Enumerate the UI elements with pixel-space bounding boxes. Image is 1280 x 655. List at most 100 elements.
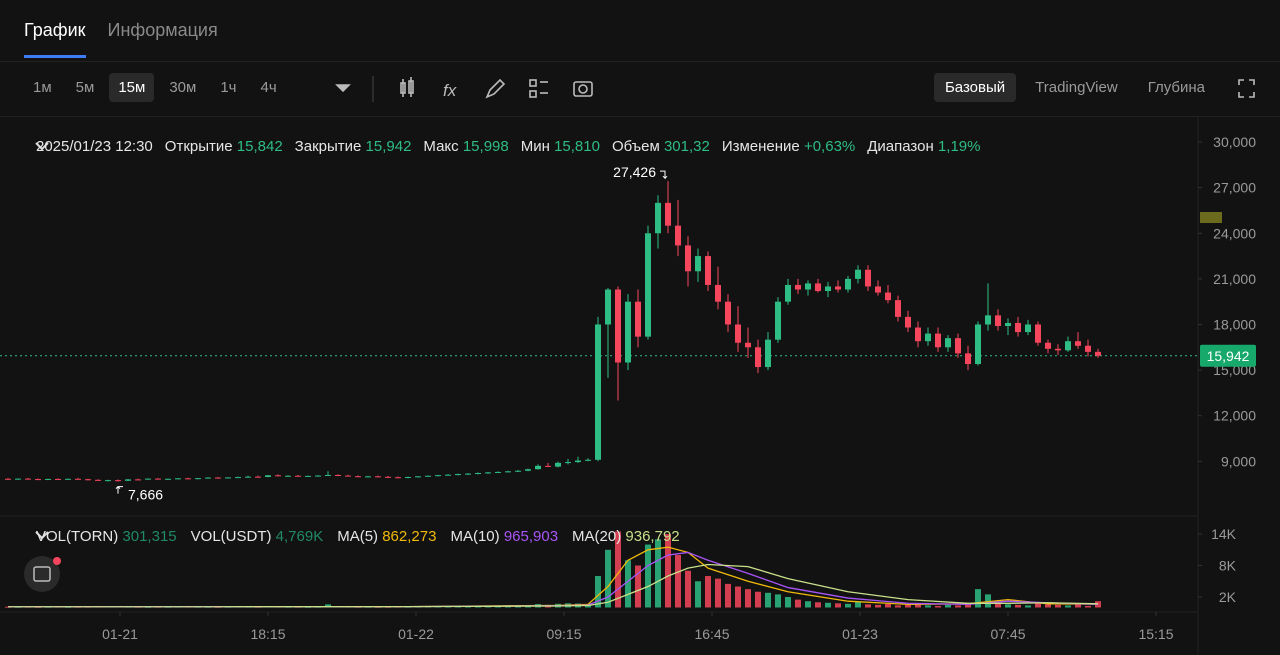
tab[interactable]: График [24,20,86,58]
candle-body [545,465,551,467]
tab-divider [0,61,1280,62]
x-tick-label: 16:45 [694,626,729,642]
candle-body [565,462,571,464]
candle-body [965,353,971,365]
volume-bar [1015,604,1021,608]
candle-body [235,477,241,479]
candle-body [395,477,401,479]
candle-body [585,459,591,461]
max-label: 27,426 [613,164,656,180]
candle-body [1015,322,1021,333]
candle-body [345,475,351,477]
indicator-icon[interactable]: fx [443,81,457,100]
volume-bar [715,578,721,608]
stat: Изменение +0,63% [722,138,855,155]
candle-body [1065,341,1071,351]
volume-bar [955,605,961,608]
view-button[interactable]: TradingView [1035,79,1118,96]
stat: Диапазон 1,19% [867,138,980,155]
candle-body [575,460,581,463]
volume-bar [755,591,761,608]
view-button[interactable]: Глубина [1147,79,1205,96]
volume-bar [745,589,751,608]
volume-bar [915,604,921,608]
y-tick-label: 30,000 [1213,134,1256,150]
candle-body [495,471,501,473]
candle-body [455,474,461,476]
candle-body [885,292,891,301]
calendar-button[interactable] [24,556,60,592]
volume-bar [935,605,941,608]
candle-body [105,480,111,482]
draw-icon[interactable] [485,78,506,99]
candle-body [1045,342,1051,349]
stat-value: 15,942 [365,138,412,155]
legend-label: MA(5) [337,528,379,545]
candle-body [15,478,21,480]
candle-body [905,316,911,328]
volume-bar [775,594,781,608]
candle-body [1005,322,1011,327]
stat: Макс 15,998 [423,138,508,155]
volume-bar [635,565,641,608]
interval-button[interactable]: 30м [169,79,197,96]
volume-bar [605,549,611,608]
interval-button[interactable]: 5м [75,79,95,96]
candle-body [605,289,611,325]
candle-body [875,286,881,293]
candle-body [705,256,711,285]
legend-item: MA(10) 965,903 [450,528,558,545]
interval-button[interactable]: 4ч [260,79,277,96]
legend-item: MA(20) 936,792 [572,528,680,545]
candle-body [55,478,61,480]
screenshot-icon[interactable] [573,81,593,97]
candle-body [135,479,141,481]
candle-body [35,479,41,481]
min-label: 7,666 [128,487,163,503]
candle-type-icon[interactable] [400,77,414,97]
more-intervals[interactable] [335,84,351,93]
collapse-icon[interactable] [35,142,49,151]
candle-body [485,472,491,474]
stat-label: Объем [611,138,660,155]
collapse-icon[interactable] [35,531,49,540]
interval-button[interactable]: 1м [33,79,52,96]
candle-body [795,284,801,290]
legend-label: MA(10) [450,528,500,545]
layout-icon[interactable] [529,79,548,98]
candle-body [745,342,751,348]
stat: Мин 15,810 [521,138,600,155]
volume-bar [1005,604,1011,608]
volume-legend: VOL(TORN) 301,315 VOL(USDT) 4,769K MA(5) 8… [36,528,680,545]
volume-bar [1035,603,1041,608]
volume-bar [625,560,631,608]
candle-body [895,300,901,317]
view-button[interactable]: Базовый [933,73,1017,102]
tab[interactable]: Информация [107,20,218,40]
fullscreen-icon[interactable] [1238,79,1255,98]
views: Базовый TradingView Глубина [933,73,1216,102]
candle-body [365,476,371,478]
candle-body [1085,345,1091,352]
candle-body [855,269,861,279]
candle-body [845,278,851,290]
candle-body [265,475,271,477]
interval-button[interactable]: 1ч [220,79,237,96]
last-price-tag [1200,344,1256,367]
legend-value: 965,903 [503,528,559,545]
candle-body [475,473,481,475]
volume-bar [865,604,871,608]
stat-label: Закрытие [294,138,362,155]
toolbar-icons: fx [335,76,1255,102]
x-tick-label: 01-22 [398,626,434,642]
interval-button[interactable]: 15м [109,73,155,102]
x-tick-label: 09:15 [546,626,581,642]
candle-body [665,202,671,226]
y-tick-label: 27,000 [1213,180,1256,196]
stat-value: 15,810 [554,138,600,155]
stat-value: 1,19% [937,138,981,155]
volume-bar [645,544,651,608]
candle-body [1025,324,1031,333]
candle-body [255,476,261,478]
